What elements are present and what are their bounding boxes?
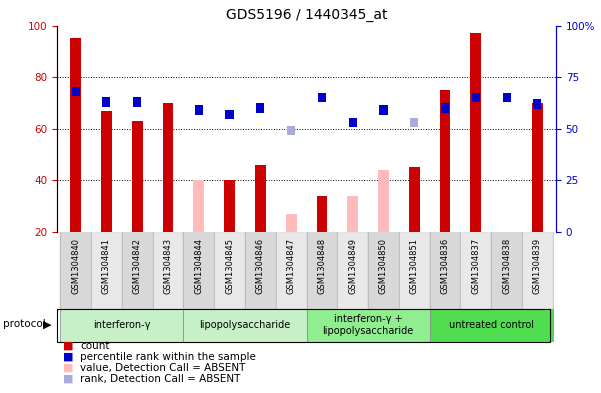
Bar xyxy=(472,93,480,103)
Text: ■: ■ xyxy=(63,374,73,384)
Bar xyxy=(60,309,183,342)
Bar xyxy=(378,170,389,232)
Text: GSM1304836: GSM1304836 xyxy=(441,238,450,294)
Text: rank, Detection Call = ABSENT: rank, Detection Call = ABSENT xyxy=(80,374,240,384)
Bar xyxy=(183,232,214,309)
Bar xyxy=(153,232,183,309)
Bar xyxy=(502,93,511,103)
Bar xyxy=(245,232,276,309)
Text: ▶: ▶ xyxy=(43,319,51,329)
Bar xyxy=(122,232,153,309)
Bar xyxy=(368,232,399,309)
Bar xyxy=(133,97,141,107)
Text: percentile rank within the sample: percentile rank within the sample xyxy=(80,352,256,362)
Text: GSM1304843: GSM1304843 xyxy=(163,238,172,294)
Bar xyxy=(91,232,122,309)
Text: count: count xyxy=(80,341,109,351)
Bar xyxy=(522,232,553,309)
Text: GSM1304850: GSM1304850 xyxy=(379,238,388,294)
Text: GSM1304838: GSM1304838 xyxy=(502,238,511,294)
Text: GSM1304846: GSM1304846 xyxy=(256,238,265,294)
Text: GSM1304840: GSM1304840 xyxy=(71,238,80,294)
Bar xyxy=(349,118,357,127)
Bar xyxy=(101,111,112,232)
Text: untreated control: untreated control xyxy=(449,320,534,330)
Text: GSM1304839: GSM1304839 xyxy=(533,238,542,294)
Text: GSM1304845: GSM1304845 xyxy=(225,238,234,294)
Bar xyxy=(276,232,307,309)
Bar xyxy=(194,180,204,232)
Bar xyxy=(337,232,368,309)
Text: ■: ■ xyxy=(63,363,73,373)
Bar xyxy=(534,99,542,108)
Bar xyxy=(491,232,522,309)
Text: GSM1304844: GSM1304844 xyxy=(194,238,203,294)
Text: lipopolysaccharide: lipopolysaccharide xyxy=(200,320,290,330)
Bar xyxy=(102,97,111,107)
Bar xyxy=(285,214,296,232)
Text: GSM1304841: GSM1304841 xyxy=(102,238,111,294)
Bar xyxy=(162,103,173,232)
Bar xyxy=(255,165,266,232)
Bar xyxy=(195,105,203,115)
Bar xyxy=(347,196,358,232)
Text: GSM1304842: GSM1304842 xyxy=(133,238,142,294)
Bar xyxy=(214,232,245,309)
Bar xyxy=(183,309,307,342)
Bar xyxy=(224,180,235,232)
Text: ■: ■ xyxy=(63,352,73,362)
Bar xyxy=(307,232,337,309)
Bar xyxy=(460,232,491,309)
Bar xyxy=(70,39,81,232)
Bar xyxy=(430,232,460,309)
Text: ■: ■ xyxy=(63,341,73,351)
Bar xyxy=(441,103,449,113)
Bar xyxy=(440,90,451,232)
Bar xyxy=(225,110,234,119)
Bar xyxy=(307,309,430,342)
Bar xyxy=(256,103,264,113)
Text: GDS5196 / 1440345_at: GDS5196 / 1440345_at xyxy=(226,7,387,22)
Text: interferon-γ: interferon-γ xyxy=(93,320,150,330)
Bar xyxy=(132,121,142,232)
Text: GSM1304851: GSM1304851 xyxy=(410,238,419,294)
Text: GSM1304848: GSM1304848 xyxy=(317,238,326,294)
Bar xyxy=(317,196,328,232)
Bar xyxy=(471,33,481,232)
Bar xyxy=(318,93,326,103)
Text: interferon-γ +
lipopolysaccharide: interferon-γ + lipopolysaccharide xyxy=(323,314,413,336)
Text: value, Detection Call = ABSENT: value, Detection Call = ABSENT xyxy=(80,363,245,373)
Bar xyxy=(430,309,553,342)
Text: GSM1304849: GSM1304849 xyxy=(348,238,357,294)
Bar xyxy=(409,167,419,232)
Text: protocol: protocol xyxy=(3,319,46,329)
Bar xyxy=(410,118,418,127)
Text: GSM1304847: GSM1304847 xyxy=(287,238,296,294)
Bar xyxy=(379,105,388,115)
Bar xyxy=(532,103,543,232)
Bar xyxy=(287,126,295,136)
Bar xyxy=(60,232,91,309)
Bar xyxy=(399,232,430,309)
Bar xyxy=(72,87,79,96)
Text: GSM1304837: GSM1304837 xyxy=(471,238,480,294)
